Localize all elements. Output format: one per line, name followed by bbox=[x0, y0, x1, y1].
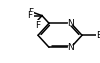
Text: N: N bbox=[68, 43, 74, 52]
Text: F: F bbox=[35, 21, 40, 30]
Text: N: N bbox=[68, 19, 74, 28]
Text: F: F bbox=[27, 11, 32, 20]
Text: F: F bbox=[29, 8, 34, 17]
Text: Br: Br bbox=[96, 31, 100, 40]
Circle shape bbox=[68, 46, 74, 49]
Circle shape bbox=[68, 22, 74, 25]
